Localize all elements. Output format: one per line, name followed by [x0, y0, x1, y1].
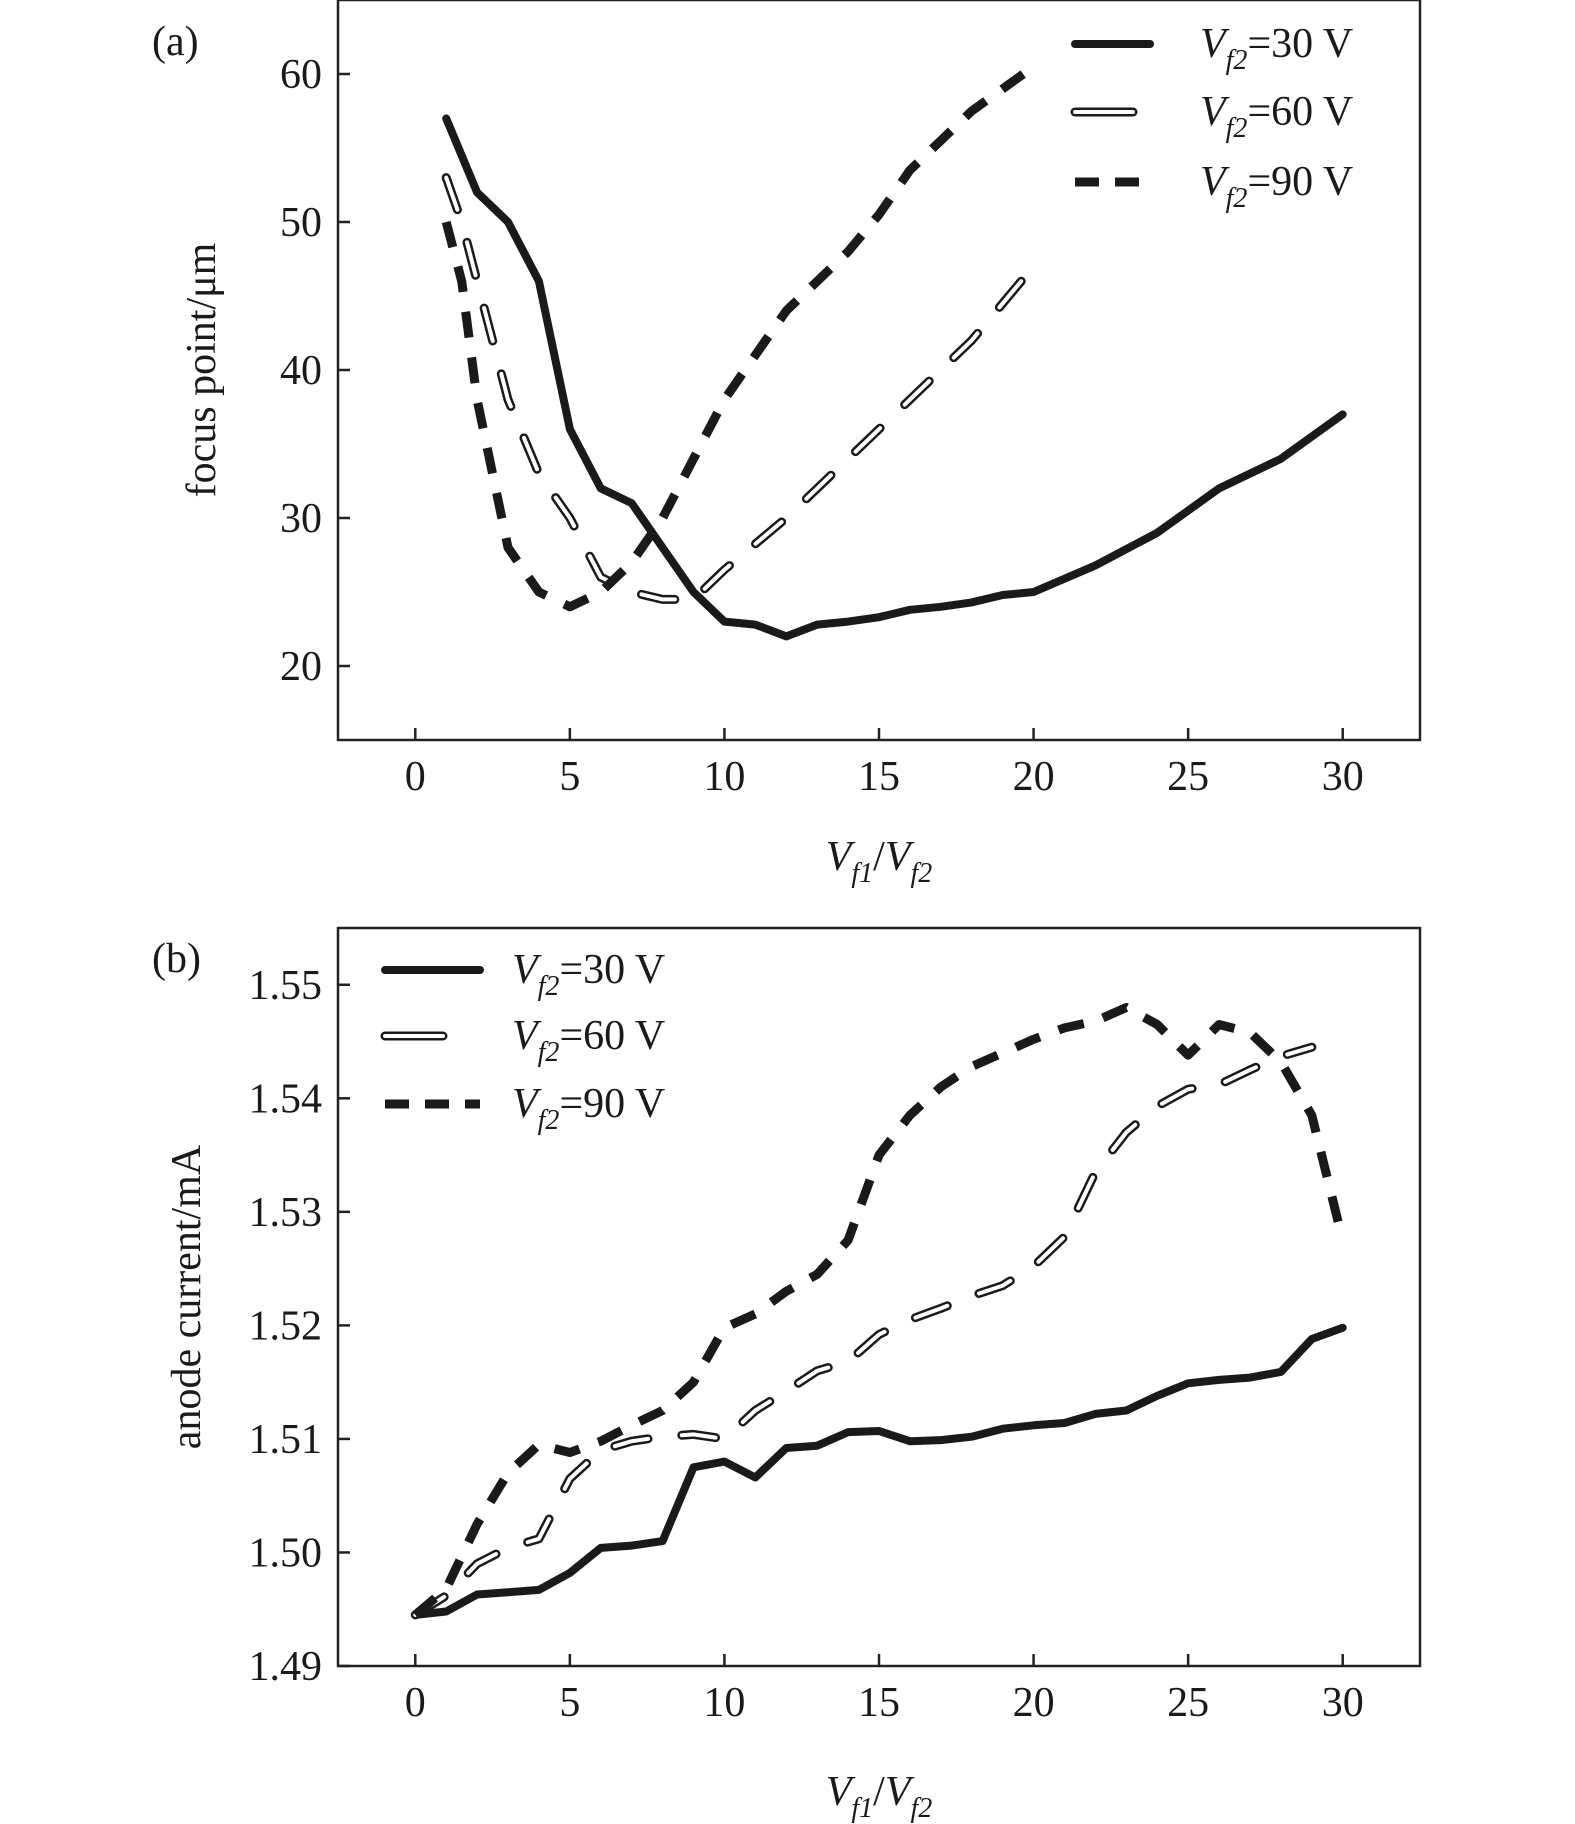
legend-entry: Vf2=30 V: [1071, 21, 1353, 76]
series-line-30v: [411, 1323, 1347, 1619]
x-tick-label: 5: [559, 754, 580, 800]
series-line-90v: [441, 62, 1037, 612]
y-tick-label: 30: [280, 496, 322, 542]
y-tick-label: 1.52: [249, 1303, 323, 1349]
panel-a-chart: 0 5 10 15 20 25 30 20 30 40 50 60 Vf2=30 V Vf2=60 V Vf…: [152, 0, 1422, 889]
legend-label: Vf2=60 V: [1200, 89, 1353, 144]
x-axis-title: Vf1/Vf2: [826, 1769, 933, 1824]
x-tick-label: 25: [1167, 1680, 1209, 1726]
legend-label: Vf2=30 V: [512, 947, 665, 1002]
x-tick-label: 20: [1013, 1680, 1055, 1726]
x-tick-label: 20: [1013, 754, 1055, 800]
y-tick-label: 1.55: [249, 963, 323, 1009]
series-line-30v: [442, 114, 1347, 641]
x-tick-label: 15: [858, 1680, 900, 1726]
x-tick-label: 0: [405, 1680, 426, 1726]
series-line-90v: [412, 1003, 1348, 1619]
y-tick-label: 1.49: [249, 1644, 323, 1690]
y-tick-label: 1.50: [249, 1530, 323, 1576]
y-axis-title: focus point/μm: [179, 242, 225, 497]
legend-entry: Vf2=60 V: [1070, 89, 1353, 144]
x-tick-label: 30: [1322, 1680, 1364, 1726]
y-tick-label: 1.51: [249, 1417, 323, 1463]
legend-label: Vf2=30 V: [1200, 21, 1353, 76]
legend-label: Vf2=60 V: [512, 1013, 665, 1068]
legend-entry: Vf2=90 V: [385, 1081, 665, 1136]
y-tick-label: 50: [280, 200, 322, 246]
x-tick-label: 15: [858, 754, 900, 800]
y-tick-label: 1.54: [249, 1076, 323, 1122]
x-tick-label: 0: [405, 754, 426, 800]
x-tick-label: 25: [1167, 754, 1209, 800]
series-line-60v: [441, 173, 1039, 604]
series-line-60v: [410, 1042, 1317, 1620]
y-tick-label: 60: [280, 52, 322, 98]
x-tick-label: 10: [703, 754, 745, 800]
legend-label: Vf2=90 V: [1200, 159, 1353, 214]
y-axis-title: anode current/mA: [164, 1144, 210, 1449]
panel-b-chart: 0 5 10 15 20 25 30 1.49 1.50 1.51 1.52 1.53 1.54 1.55…: [152, 926, 1422, 1824]
y-tick-label: 20: [280, 644, 322, 690]
panel-label: (a): [152, 19, 199, 65]
y-tick-label: 40: [280, 348, 322, 394]
x-tick-label: 10: [703, 1680, 745, 1726]
legend-entry: Vf2=90 V: [1075, 159, 1353, 214]
y-tick-label: 1.53: [249, 1190, 323, 1236]
x-tick-label: 5: [559, 1680, 580, 1726]
legend-entry: Vf2=30 V: [381, 947, 665, 1002]
legend-entry: Vf2=60 V: [380, 1013, 665, 1068]
legend-label: Vf2=90 V: [512, 1081, 665, 1136]
x-tick-label: 30: [1322, 754, 1364, 800]
x-axis-title: Vf1/Vf2: [826, 834, 933, 889]
panel-label: (b): [152, 936, 201, 982]
